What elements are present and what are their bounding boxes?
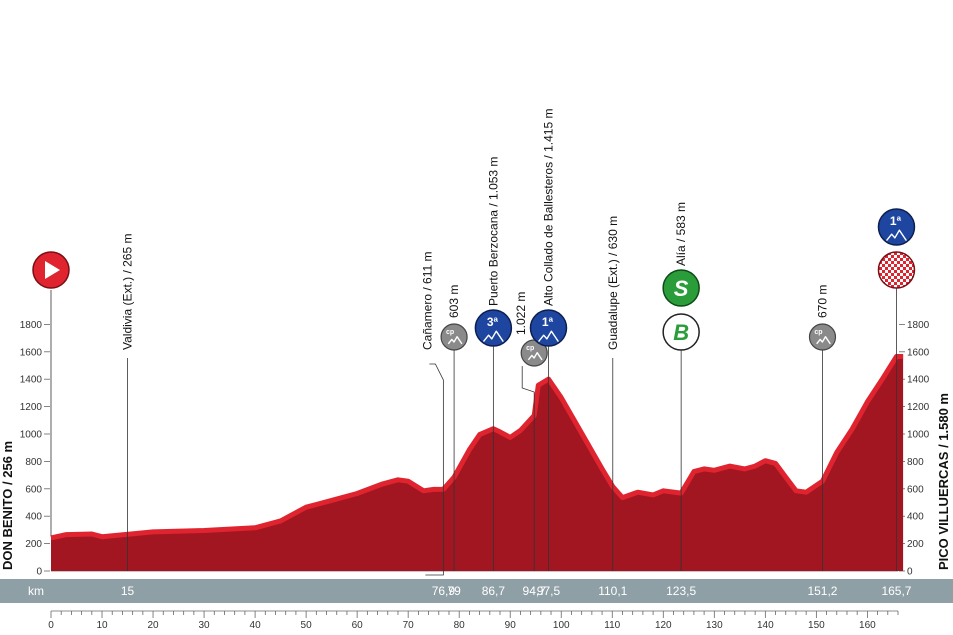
checkpoint-badge-text: cp [814,329,822,336]
waypoint-label: Alto Collado de Ballesteros / 1.415 m [541,109,555,306]
y-tick-label-right: 1000 [907,430,930,441]
km-bar-label: 94,7 [523,584,547,598]
y-tick-label-left: 1800 [20,320,43,331]
km-bar-label: 79 [447,584,461,598]
y-tick-label-right: 1400 [907,375,930,386]
mountain-icon [527,352,543,361]
waypoint-leader-line [425,363,444,576]
km-axis-tick-label: 10 [96,620,108,631]
y-tick-label-right: 200 [907,539,924,550]
km-axis-tick-label: 110 [604,620,620,631]
bonus-badge-text: B [673,320,689,345]
waypoint: 1ª [877,208,916,571]
waypoint: Guadalupe (Ext.) / 630 m [606,216,620,571]
waypoint-label: Puerto Berzocana / 1.053 m [486,157,500,306]
waypoint: cp 670 m [808,285,837,571]
y-tick-label-left: 1200 [20,402,43,413]
mountain-icon [482,330,504,343]
km-bar-label: 165,7 [881,584,911,598]
start-play-icon [45,261,60,279]
waypoint-label: 603 m [447,285,461,318]
waypoint-label: Valdivia (Ext.) / 265 m [121,234,135,350]
km-axis-tick-label: 160 [859,620,876,631]
km-axis-tick-label: 80 [454,620,466,631]
waypoint: cp 603 m [440,285,468,571]
end-labels-layer: DON BENITO / 256 m PICO VILLUERCAS / 1.58… [0,393,951,570]
km-axis-tick-label: 60 [352,620,364,631]
start-town-label: DON BENITO / 256 m [0,441,15,570]
waypoint: SB Alía / 583 m [662,202,700,571]
mountain-icon [447,336,463,345]
mountain-icon [886,229,907,242]
waypoints-layer: Valdivia (Ext.) / 265 m Cañamero / 611 m c… [32,109,916,576]
climb-category-badge [877,208,916,246]
mountain-icon [538,330,559,343]
km-axis-tick-label: 90 [505,620,517,631]
checkpoint-badge [808,323,837,351]
waypoint-label: 1.022 m [514,292,528,335]
km-axis-tick-label: 30 [199,620,211,631]
km-bar-layer: km 15 76,979 86,7 94,797,5 110,1 123,5 151,2 165… [0,579,953,631]
km-axis-tick-label: 0 [48,620,54,631]
y-tick-label-left: 600 [25,484,42,495]
elevation-area [51,354,904,571]
km-axis-tick-label: 20 [147,620,159,631]
y-tick-label-left: 0 [36,567,42,578]
km-bar-label: 97,5 [537,584,561,598]
km-bar [0,579,953,603]
y-tick-label-left: 400 [25,512,42,523]
y-tick-label-right: 400 [907,512,924,523]
climb-category-text: 1ª [890,214,902,228]
km-bar-label: 123,5 [666,584,696,598]
sprint-badge [662,269,700,307]
y-tick-label-right: 1800 [907,320,930,331]
waypoint-leader-line [521,366,535,571]
km-axis-tick-label: 130 [706,620,723,631]
y-tick-label-right: 800 [907,457,924,468]
y-tick-label-right: 600 [907,484,924,495]
km-axis-tick-label: 150 [808,620,825,631]
km-bar-label: 86,7 [482,584,506,598]
checkpoint-badge-text: cp [526,345,534,352]
y-tick-label-right: 1600 [907,347,930,358]
sprint-badge-text: S [674,276,689,301]
km-bar-label: 151,2 [807,584,837,598]
climb-category-text: 1ª [542,315,554,329]
km-bar-label: 110,1 [598,584,627,598]
waypoint: Cañamero / 611 m [420,252,444,576]
km-axis-tick-label: 120 [655,620,672,631]
km-axis-tick-label: 50 [301,620,313,631]
y-tick-label-left: 1400 [20,375,43,386]
waypoint-label: Guadalupe (Ext.) / 630 m [606,216,620,350]
y-tick-label-left: 1600 [20,347,43,358]
km-bar-label: 15 [121,584,135,598]
elevation-profile-layer [50,354,904,571]
km-bar-axis-label: km [28,584,44,598]
y-tick-label-right: 1200 [907,402,930,413]
finish-town-label: PICO VILLUERCAS / 1.580 m [936,393,951,570]
checkpoint-badge [440,323,468,351]
finish-flag-badge [877,251,916,289]
km-axis-tick-label: 140 [757,620,774,631]
waypoint: 1ª Alto Collado de Ballesteros / 1.415 m [529,109,568,571]
km-bar-label: 76,9 [432,584,456,598]
mountain-icon [816,336,831,345]
waypoint-label: Alía / 583 m [674,202,688,266]
waypoint-label: 670 m [815,285,829,318]
waypoint: Valdivia (Ext.) / 265 m [121,234,135,571]
checkpoint-badge-text: cp [446,329,454,336]
chart-axes-layer: 0 0 200 200 400 400 600 600 800 800 1000 1000 1200 12… [20,320,930,578]
climb-category-text: 3ª [487,315,499,329]
km-axis-tick-label: 40 [250,620,262,631]
waypoint-label: Cañamero / 611 m [420,252,434,351]
km-axis-tick-label: 70 [403,620,415,631]
y-tick-label-left: 800 [25,457,42,468]
km-axis-tick-label: 100 [553,620,570,631]
waypoint: 3ª Puerto Berzocana / 1.053 m [474,157,513,571]
y-tick-label-right: 0 [907,567,913,578]
y-tick-label-left: 1000 [20,430,43,441]
waypoint: cp 1.022 m [514,292,548,571]
y-tick-label-left: 200 [25,539,42,550]
